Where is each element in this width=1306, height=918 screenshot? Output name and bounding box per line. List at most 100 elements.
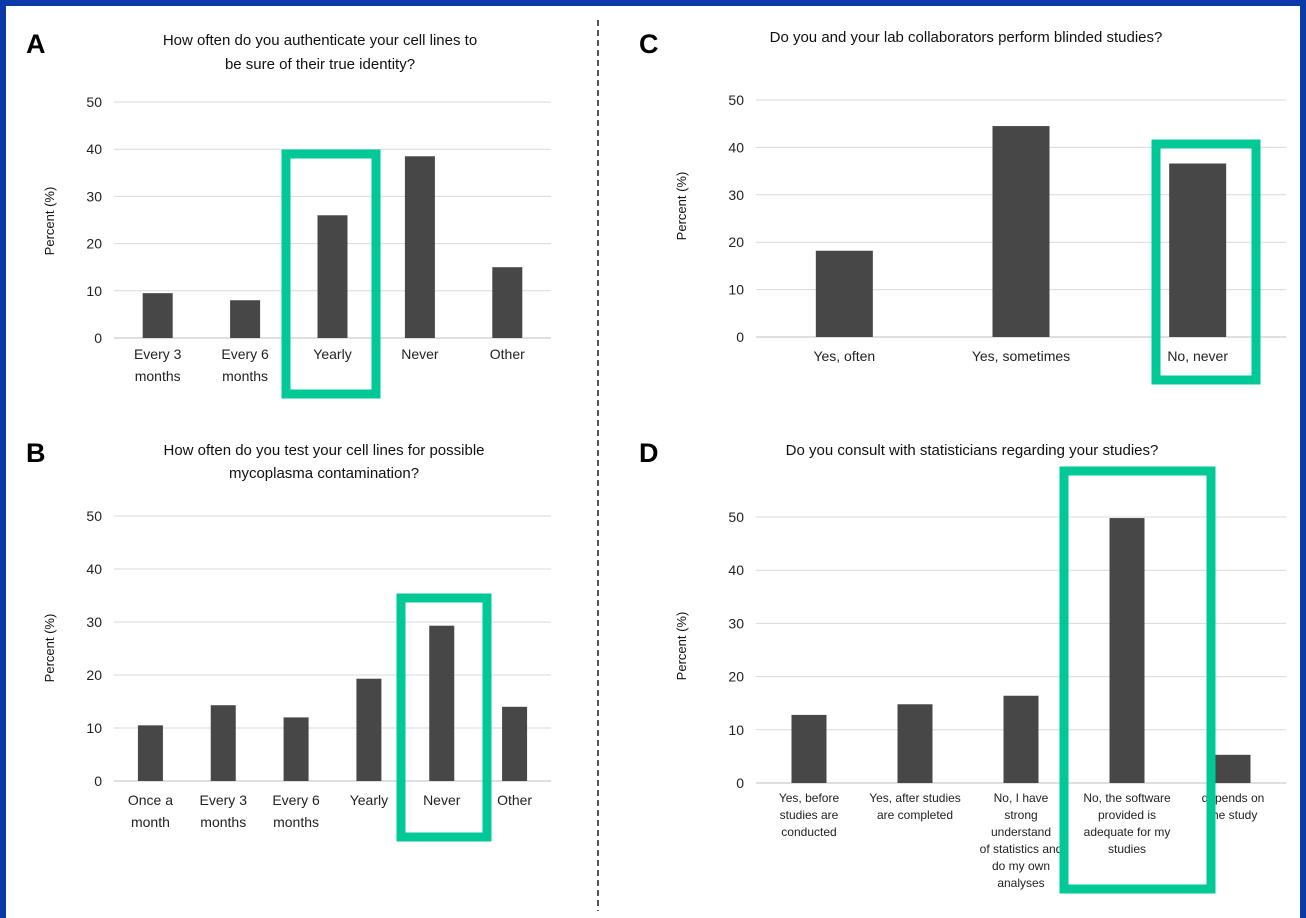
y-tick-label: 0 [736,329,744,345]
x-tick-label: Yes, sometimes [972,348,1070,364]
x-tick-label: Every 6 months [221,346,269,384]
y-tick-label: 20 [728,669,744,685]
bar-1 [791,714,827,783]
y-tick-label: 40 [86,561,102,577]
y-tick-label: 10 [728,722,744,738]
x-tick-label-line: Once a [128,792,173,808]
chart-panel-d: D Do you consult with statisticians regar… [639,438,1286,894]
y-tick-label: 30 [86,188,102,204]
y-tick-label: 20 [728,234,744,250]
y-tick-label: 50 [728,509,744,525]
bar-4 [356,678,382,781]
bar-2 [230,300,261,338]
bar-1 [142,293,173,338]
y-tick-label: 20 [86,236,102,252]
y-tick-label: 10 [86,720,102,736]
chart-title-line: Do you consult with statisticians regard… [786,442,1159,459]
x-tick-label-line: No, I have [994,791,1049,805]
x-tick-label: Every 6 months [272,792,320,830]
y-tick-label: 20 [86,667,102,683]
x-tick-label-line: Never [423,792,461,808]
highlight-box [1059,466,1216,894]
x-tick-label-line: Never [401,346,439,362]
bar-5 [492,267,523,338]
x-tick-label-line: No, never [1167,348,1228,364]
x-tick-label: Yes, after studies are completed [869,791,961,822]
y-tick-label: 40 [728,562,744,578]
chart-panel-b: B How often do you test your cell lines f… [26,438,551,842]
bar-3 [1003,695,1039,783]
x-tick-label-line: Other [490,346,525,362]
x-tick-label-line: do my own [992,859,1050,873]
bar-4 [404,156,435,338]
x-tick-label-line: conducted [781,825,836,839]
y-tick-label: 40 [86,141,102,157]
chart-title: Do you and your lab collaborators perfor… [770,29,1163,46]
x-tick-label: Yes, before studies are conducted [779,791,840,839]
x-tick-label-line: months [273,814,319,830]
x-tick-label: Every 3 months [134,346,182,384]
x-tick-label-line: Every 6 [221,346,269,362]
highlight-box [281,149,381,399]
x-tick-label-line: strong [1004,808,1037,822]
y-tick-label: 50 [86,508,102,524]
x-tick-label-line: the study [1209,808,1258,822]
y-tick-label: 50 [86,94,102,110]
x-tick-label-line: Other [497,792,532,808]
figure-frame: A How often do you authenticate your cell… [6,6,1300,918]
figure-svg: A How often do you authenticate your cell… [26,20,1286,911]
y-tick-label: 0 [94,773,102,789]
x-tick-label-line: adequate for my [1084,825,1171,839]
x-tick-label: Every 3 months [200,792,248,830]
y-axis-title: Percent (%) [674,172,689,241]
bar-5 [1215,754,1251,783]
highlight-box [396,593,492,842]
x-tick-label-line: Every 3 [200,792,248,808]
y-tick-label: 50 [728,92,744,108]
chart-title: How often do you test your cell lines fo… [164,442,485,482]
x-tick-label: Other [497,792,532,808]
chart-title-line: be sure of their true identity? [225,56,415,73]
chart-title-line: How often do you authenticate your cell … [163,32,477,49]
chart-panel-c: C Do you and your lab collaborators perfo… [639,29,1286,385]
bar-3 [317,215,348,338]
panel-letter: C [639,29,659,59]
x-tick-label-line: Yearly [350,792,388,808]
x-tick-label-line: Yes, often [813,348,875,364]
x-tick-label-line: months [135,368,181,384]
chart-title-line: Do you and your lab collaborators perfor… [770,29,1163,46]
x-tick-label: Yearly [350,792,388,808]
y-axis-title: Percent (%) [42,187,57,256]
x-tick-label-line: studies are [780,808,839,822]
x-tick-label: No, the software provided is adequate for … [1083,791,1171,856]
y-tick-label: 40 [728,139,744,155]
x-tick-label-line: Yes, before [779,791,840,805]
x-tick-label: Once a month [128,792,173,830]
chart-title: Do you consult with statisticians regard… [786,442,1159,459]
x-tick-label-line: month [131,814,170,830]
x-tick-label-line: Yes, after studies [869,791,961,805]
y-axis-title: Percent (%) [42,614,57,683]
y-tick-label: 10 [86,283,102,299]
y-tick-label: 0 [94,330,102,346]
chart-title-line: How often do you test your cell lines fo… [164,442,485,459]
bar-2 [992,126,1050,337]
bar-2 [210,705,236,781]
bar-5 [429,625,455,781]
x-tick-label: Yes, often [813,348,875,364]
x-tick-label-line: of statistics and [980,842,1063,856]
x-tick-label-line: months [222,368,268,384]
x-tick-label-line: provided is [1098,808,1156,822]
x-tick-label-line: Every 3 [134,346,182,362]
panel-letter: A [26,29,46,59]
y-tick-label: 30 [728,615,744,631]
x-tick-label-line: No, the software [1083,791,1171,805]
x-tick-label-line: studies [1108,842,1146,856]
x-tick-label: Yearly [313,346,351,362]
bar-1 [815,250,873,337]
y-tick-label: 30 [86,614,102,630]
x-tick-label-line: depends on [1202,791,1265,805]
panel-letter: B [26,438,46,468]
y-tick-label: 30 [728,187,744,203]
x-tick-label: Never [423,792,461,808]
